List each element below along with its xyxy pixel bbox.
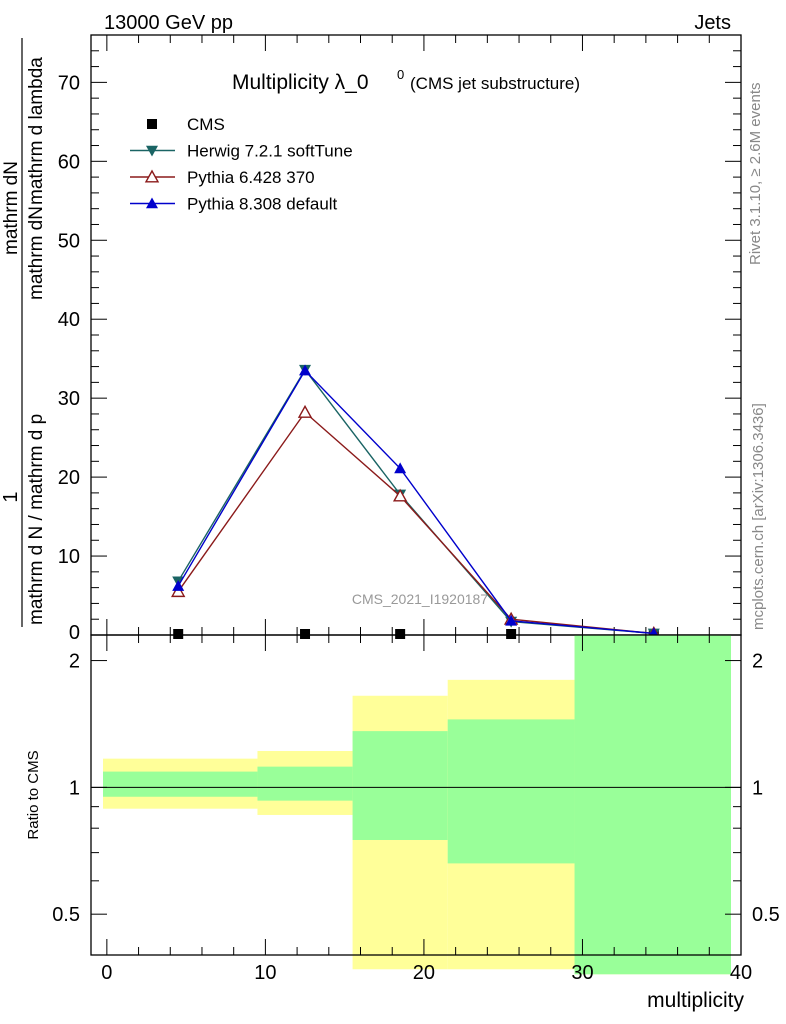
legend-label: CMS [187,115,225,134]
process-label: Jets [694,12,731,34]
data-point [171,584,186,598]
ratio-x-axis: 0 10 20 30 40 [101,635,752,984]
ratio-band-green [257,766,353,801]
ratio-y-tick-label-right: 0.5 [752,904,780,926]
ylabel-extra-denominator: mathrm d lambda [26,57,47,205]
ratio-band-green [352,731,448,841]
legend-entry: CMS [147,115,225,134]
data-point [299,364,312,376]
ratio-y-axis-label: Ratio to CMS [25,750,42,839]
energy-label: 13000 GeV pp [104,12,233,34]
data-point [394,462,407,474]
y-tick-label: 20 [58,467,80,489]
ratio-plot-panel: 0.5 0.5 1 1 2 2 0 10 20 30 40 Ratio to CMS multip… [25,634,780,1012]
ratio-y-tick-label: 2 [69,651,80,673]
series-pythia-8-308-default [172,364,660,639]
legend: CMS Herwig 7.2.1 softTune Pythia 6.428 370… [130,115,353,214]
ratio-band-green [103,771,258,797]
x-tick-label: 0 [101,962,112,984]
data-point [146,197,158,209]
ratio-y-tick-label-right: 2 [752,651,763,673]
data-point [146,145,158,157]
data-point [505,614,518,626]
mcplots-label: mcplots.cern.ch [arXiv:1306.3436] [750,403,767,630]
y-tick-label: 40 [58,309,80,331]
main-y-axis: 10 20 30 40 50 60 70 0 [58,34,741,644]
data-point [173,629,184,639]
ratio-band-green [574,635,731,975]
data-point [297,404,313,418]
y-tick-label: 70 [58,72,80,94]
legend-entry: Pythia 8.308 default [130,195,338,214]
rivet-version-label: Rivet 3.1.10, ≥ 2.6M events [747,83,764,266]
y-tick-label: 30 [58,388,80,410]
legend-label: Herwig 7.2.1 softTune [187,142,353,161]
ratio-band-green [447,719,575,864]
y-tick-label: 50 [58,230,80,252]
legend-entry: Herwig 7.2.1 softTune [130,142,353,161]
analysis-watermark: CMS_2021_I1920187 [352,591,488,607]
chart-title: Multiplicity λ_0 0 (CMS jet substructure… [232,67,580,94]
main-plot-panel: 10 20 30 40 50 60 70 0 CMS_2021_I1920187 Multip… [58,34,742,644]
chart-title-main: Multiplicity λ_0 [232,71,369,94]
ylabel-extra: mathrm dN [26,206,47,300]
chart-title-superscript: 0 [397,67,404,82]
y-tick-label: 10 [58,546,80,568]
data-point [300,629,311,639]
y-tick-label: 60 [58,151,80,173]
ylabel-denominator: mathrm d N / mathrm d p [26,414,47,625]
x-tick-label: 10 [254,962,276,984]
ratio-y-tick-label: 1 [69,777,80,799]
chart-title-note: (CMS jet substructure) [410,74,580,93]
ratio-y-tick-label-right: 1 [752,777,763,799]
ylabel-numerator: 1 [0,491,22,502]
x-tick-label: 30 [571,962,593,984]
data-point [506,629,517,639]
data-point [172,580,185,591]
main-x-axis [106,35,742,635]
x-tick-label: 40 [730,962,752,984]
data-point [147,119,157,129]
legend-label: Pythia 6.428 370 [187,168,315,187]
main-y-axis-label: 1 mathrm d N / mathrm d p mathrm dN math… [0,38,47,627]
legend-label: Pythia 8.308 default [187,195,338,214]
legend-entry: Pythia 6.428 370 [130,168,315,187]
ratio-y-axis: 0.5 0.5 1 1 2 2 [52,651,780,956]
x-axis-label: multiplicity [647,989,744,1012]
ratio-plot-frame [90,634,742,956]
ratio-y-tick-label: 0.5 [52,904,80,926]
x-tick-label: 20 [413,962,435,984]
data-point [395,629,406,639]
data-point [144,169,160,183]
data-point [392,488,408,502]
y-tick-label: 0 [69,622,80,644]
ylabel-top: mathrm dN [1,161,22,255]
